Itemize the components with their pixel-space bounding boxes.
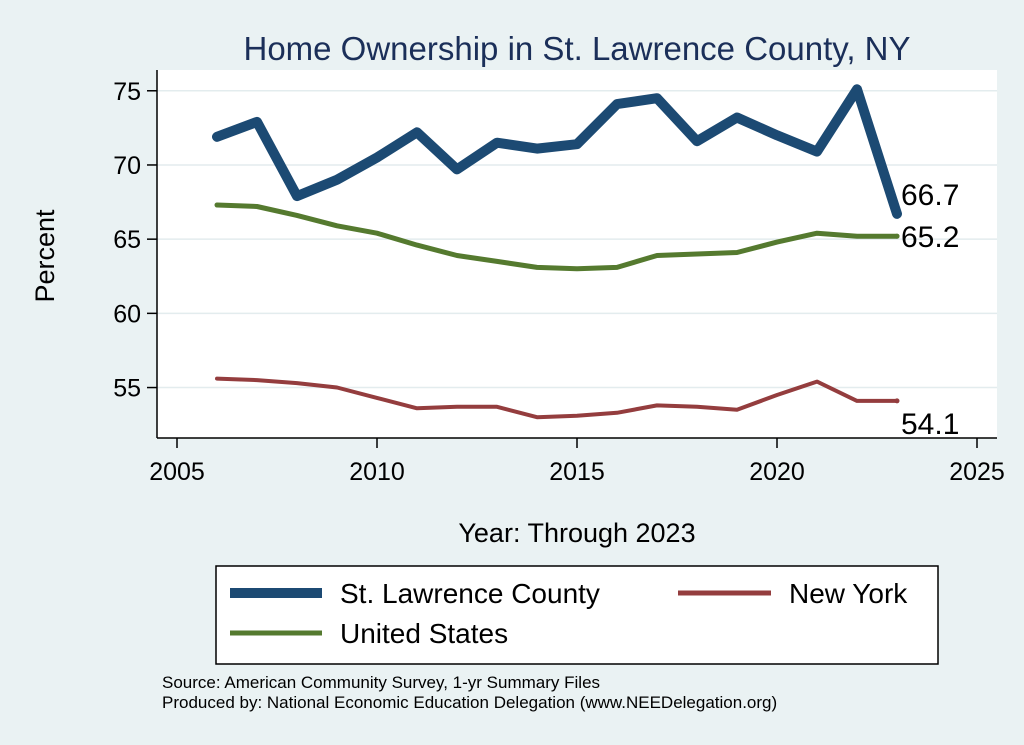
x-ticks: 2005 2010 2015 2020 2025 bbox=[149, 438, 1005, 486]
produced-by-note: Produced by: National Economic Education… bbox=[162, 693, 777, 712]
end-labels: 66.7 65.2 54.1 bbox=[894, 179, 959, 441]
source-note: Source: American Community Survey, 1-yr … bbox=[162, 673, 600, 692]
end-point-new-york bbox=[894, 398, 900, 404]
x-tick-label-2015: 2015 bbox=[549, 458, 605, 486]
end-point-st-lawrence bbox=[894, 211, 900, 217]
y-tick-label-65: 65 bbox=[113, 226, 141, 254]
legend-label-st-lawrence: St. Lawrence County bbox=[340, 578, 600, 609]
plot-area bbox=[157, 70, 997, 438]
y-tick-label-55: 55 bbox=[113, 375, 141, 403]
x-tick-label-2020: 2020 bbox=[749, 458, 805, 486]
series-lines bbox=[212, 84, 902, 420]
x-tick-label-2005: 2005 bbox=[149, 458, 205, 486]
y-axis-title: Percent bbox=[30, 209, 60, 303]
series-line-united-states bbox=[214, 202, 900, 272]
y-tick-label-70: 70 bbox=[113, 152, 141, 180]
end-label-united-states: 65.2 bbox=[901, 221, 959, 254]
legend-box bbox=[215, 565, 939, 665]
end-label-st-lawrence: 66.7 bbox=[901, 179, 959, 212]
end-label-new-york: 54.1 bbox=[901, 408, 959, 441]
x-tick-label-2010: 2010 bbox=[349, 458, 405, 486]
y-tick-label-60: 60 bbox=[113, 300, 141, 328]
series-line-st-lawrence bbox=[212, 84, 902, 219]
end-point-united-states bbox=[894, 233, 900, 239]
y-ticks: 55 60 65 70 75 bbox=[113, 78, 157, 403]
legend-label-new-york: New York bbox=[789, 578, 908, 609]
series-line-new-york bbox=[215, 376, 899, 420]
gridlines bbox=[157, 90, 997, 389]
x-axis-title: Year: Through 2023 bbox=[458, 518, 695, 548]
y-tick-label-75: 75 bbox=[113, 78, 141, 106]
legend: St. Lawrence County New York United Stat… bbox=[215, 565, 939, 665]
x-tick-label-2025: 2025 bbox=[949, 458, 1005, 486]
chart-title: Home Ownership in St. Lawrence County, N… bbox=[243, 30, 910, 67]
legend-label-united-states: United States bbox=[340, 618, 508, 649]
